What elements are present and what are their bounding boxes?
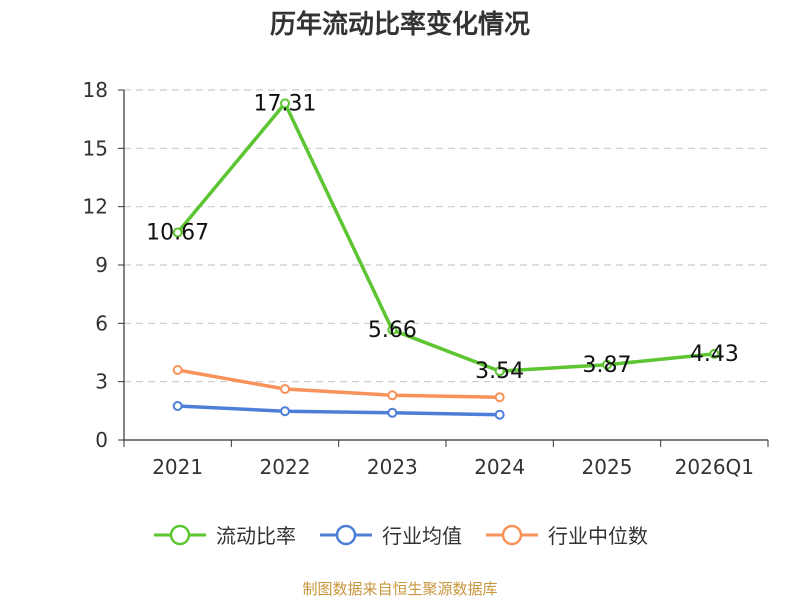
y-tick-label: 6 bbox=[95, 311, 108, 335]
legend-marker-icon bbox=[486, 524, 538, 545]
data-point bbox=[172, 400, 183, 411]
x-tick-label: 2026Q1 bbox=[675, 455, 754, 479]
legend-circle bbox=[169, 524, 191, 545]
data-point bbox=[280, 98, 290, 109]
data-point bbox=[280, 406, 290, 417]
series-lines bbox=[172, 98, 720, 420]
legend-circle bbox=[335, 524, 357, 545]
data-point bbox=[387, 324, 398, 335]
y-tick-label: 15 bbox=[83, 136, 108, 160]
data-point bbox=[494, 366, 505, 377]
y-tick-label: 18 bbox=[83, 78, 108, 102]
legend-item[interactable]: 流动比率 bbox=[152, 520, 296, 549]
data-label: 5.66 bbox=[368, 318, 417, 343]
legend-marker-icon bbox=[320, 524, 372, 545]
data-labels: 10.67 17.31 5.66 3.54 3.87 4.43 bbox=[146, 91, 739, 384]
data-label: 3.87 bbox=[583, 353, 632, 378]
source-note: 制图数据来自恒生聚源数据库 bbox=[302, 580, 498, 598]
x-tick-label: 2024 bbox=[474, 455, 525, 479]
y-tick-label: 9 bbox=[95, 253, 108, 277]
data-point bbox=[602, 359, 612, 370]
legend: 流动比率 行业均值 行业中位数 bbox=[0, 520, 800, 549]
data-point bbox=[280, 384, 290, 395]
y-tick-label: 12 bbox=[83, 195, 108, 219]
y-tick-label: 3 bbox=[95, 370, 108, 394]
data-point bbox=[709, 348, 720, 359]
legend-label: 流动比率 bbox=[216, 524, 296, 548]
data-point bbox=[172, 227, 183, 238]
grid-lines bbox=[124, 89, 768, 383]
legend-marker-icon bbox=[154, 524, 206, 545]
series-line bbox=[175, 101, 717, 373]
data-point bbox=[387, 390, 398, 401]
series-line bbox=[175, 404, 502, 417]
x-tick-label: 2022 bbox=[260, 455, 311, 479]
data-point bbox=[387, 407, 398, 418]
x-tick-label: 2023 bbox=[367, 455, 418, 479]
data-label: 3.54 bbox=[475, 359, 524, 384]
legend-label: 行业中位数 bbox=[548, 524, 648, 548]
x-tick-label: 2025 bbox=[582, 455, 633, 479]
legend-label: 行业均值 bbox=[382, 524, 462, 548]
x-tick-label: 2021 bbox=[152, 455, 203, 479]
data-point bbox=[494, 392, 505, 403]
legend-circle bbox=[501, 524, 523, 545]
data-label: 10.67 bbox=[146, 221, 209, 246]
y-tick-label: 0 bbox=[95, 428, 108, 452]
legend-item[interactable]: 行业均值 bbox=[318, 520, 462, 549]
data-label: 17.31 bbox=[254, 91, 317, 116]
axes: 0 3 6 9 12 15 18 2021 2022 2023 2024 2025 2026Q1 bbox=[83, 78, 769, 479]
chart-title: 历年流动比率变化情况 bbox=[269, 10, 530, 40]
data-point bbox=[494, 409, 505, 420]
series-line bbox=[175, 368, 502, 399]
data-point bbox=[172, 365, 183, 375]
data-label: 4.43 bbox=[690, 342, 739, 367]
legend-item[interactable]: 行业中位数 bbox=[484, 520, 648, 549]
